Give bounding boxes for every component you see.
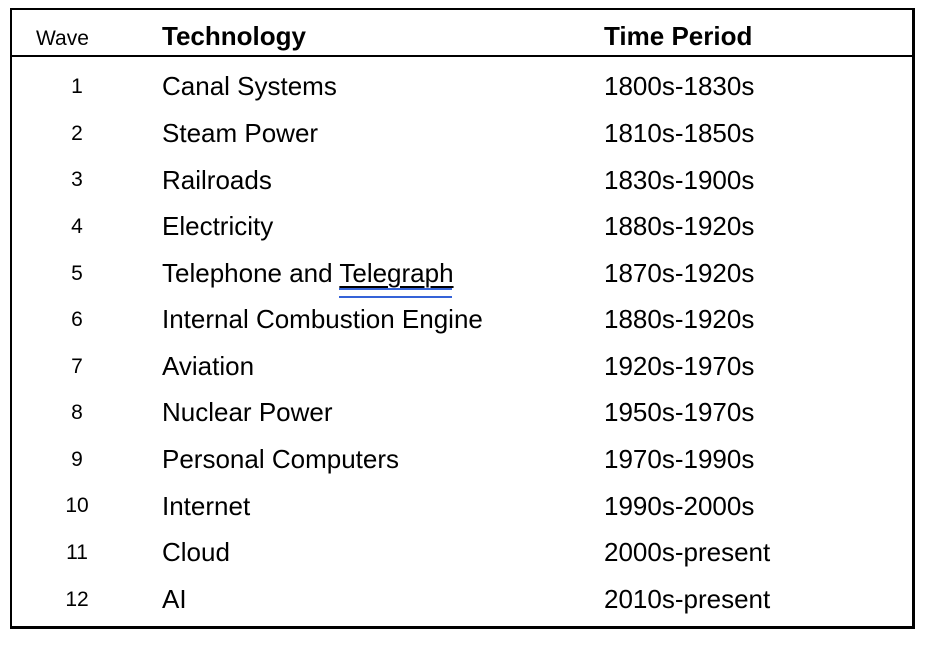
wave-number-cell: 9	[71, 447, 83, 471]
time-period-cell: 1970s-1990s	[604, 443, 755, 474]
table-body: 1 Canal Systems 1800s-1830s 2 Steam Powe…	[12, 57, 912, 626]
wave-number-cell: 6	[71, 308, 83, 332]
table-row: 8 Nuclear Power 1950s-1970s	[12, 390, 912, 437]
technology-cell: Nuclear Power	[162, 397, 333, 428]
column-header-technology: Technology	[162, 21, 306, 51]
wave-number-cell: 1	[71, 75, 83, 99]
table-row: 10 Internet 1990s-2000s	[12, 483, 912, 530]
table-row: 9 Personal Computers 1970s-1990s	[12, 437, 912, 484]
table-row: 2 Steam Power 1810s-1850s	[12, 111, 912, 158]
time-period-cell: 1880s-1920s	[604, 211, 755, 242]
technology-text: Telephone and	[162, 257, 340, 288]
wave-number-cell: 8	[71, 401, 83, 425]
wave-number-cell: 5	[71, 261, 83, 285]
technology-cell: Canal Systems	[162, 71, 337, 102]
wave-number-cell: 7	[71, 354, 83, 378]
technology-cell: Aviation	[162, 350, 255, 381]
table-row: 12 AI 2010s-present	[12, 576, 912, 623]
wave-number-cell: 11	[66, 541, 88, 564]
wave-number-cell: 12	[65, 587, 89, 611]
wave-number-cell: 2	[71, 121, 83, 145]
technology-cell: Electricity	[162, 211, 274, 242]
table-row: 11 Cloud 2000s-present	[12, 530, 912, 577]
time-period-cell: 1830s-1900s	[604, 164, 755, 195]
time-period-cell: 1950s-1970s	[604, 397, 755, 428]
table-row: 7 Aviation 1920s-1970s	[12, 343, 912, 390]
table-row: 3 Railroads 1830s-1900s	[12, 157, 912, 204]
column-header-time-period: Time Period	[604, 21, 753, 51]
wave-number-cell: 3	[71, 168, 83, 192]
technology-cell: Internet	[162, 490, 251, 521]
column-header-wave: Wave	[36, 27, 89, 50]
wave-number-cell: 10	[65, 494, 89, 518]
technology-cell: Internal Combustion Engine	[162, 304, 483, 335]
time-period-cell: 1880s-1920s	[604, 304, 755, 335]
time-period-cell: 1810s-1850s	[604, 117, 755, 148]
time-period-cell: 2010s-present	[604, 583, 771, 614]
technology-cell: AI	[162, 583, 187, 614]
time-period-cell: 1920s-1970s	[604, 350, 755, 381]
technology-cell: Personal Computers	[162, 443, 399, 474]
time-period-cell: 1990s-2000s	[604, 490, 755, 521]
table-row: 5 Telephone and Telegraph 1870s-1920s	[12, 250, 912, 297]
wave-number-cell: 4	[71, 214, 83, 238]
table-row: 6 Internal Combustion Engine 1880s-1920s	[12, 297, 912, 344]
time-period-cell: 1800s-1830s	[604, 71, 755, 102]
table-header-row: Wave Technology Time Period	[12, 10, 912, 57]
technology-cell: Steam Power	[162, 117, 319, 148]
underlined-word: Telegraph	[339, 257, 454, 288]
technology-cell: Cloud	[162, 537, 230, 568]
technology-waves-table: Wave Technology Time Period 1 Canal Syst…	[10, 8, 915, 629]
technology-cell: Telephone and Telegraph	[142, 257, 582, 289]
table-row: 1 Canal Systems 1800s-1830s	[12, 64, 912, 111]
time-period-cell: 1870s-1920s	[604, 257, 755, 288]
technology-cell: Railroads	[162, 164, 272, 195]
table-row: 4 Electricity 1880s-1920s	[12, 204, 912, 251]
time-period-cell: 2000s-present	[604, 537, 771, 568]
